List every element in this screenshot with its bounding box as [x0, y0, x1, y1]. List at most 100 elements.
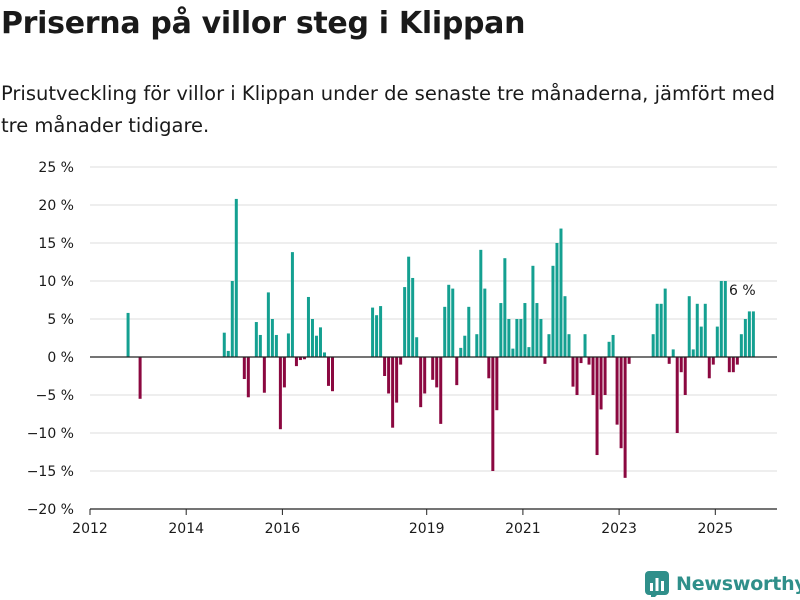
bar-positive: [318, 327, 322, 357]
bar-positive: [258, 334, 262, 357]
x-tick-label: 2021: [505, 521, 541, 537]
bar-negative: [395, 357, 399, 403]
y-tick-label: −15 %: [27, 464, 74, 480]
bar-positive: [519, 319, 523, 357]
bar-negative: [435, 357, 439, 388]
chart-subtitle: Prisutveckling för villor i Klippan unde…: [1, 82, 775, 137]
bar-positive: [611, 334, 615, 357]
bar-negative: [679, 357, 683, 373]
bar-negative: [138, 357, 142, 399]
bar-chart-logo-icon: [645, 571, 669, 597]
bar-positive: [703, 303, 707, 357]
bar-negative: [579, 357, 583, 364]
bar-negative: [603, 357, 607, 395]
bar-negative: [575, 357, 579, 395]
x-axis-tick-labels: 2012 2014 2016 2019 2021 2023 2025: [72, 509, 733, 537]
bar-positive: [687, 296, 691, 357]
bar-positive: [463, 335, 467, 357]
bar-negative: [707, 357, 711, 379]
bar-positive: [126, 312, 130, 357]
bar-positive: [375, 315, 379, 357]
bar-positive: [226, 350, 230, 357]
bar-positive: [314, 335, 318, 357]
bar-negative: [391, 357, 395, 428]
x-tick-label: 2014: [168, 521, 204, 537]
bar-negative: [242, 357, 246, 380]
bar-positive: [286, 333, 290, 357]
y-tick-label: 25 %: [38, 160, 74, 176]
bar-positive: [715, 326, 719, 357]
bar-positive: [483, 288, 487, 357]
bar-positive: [691, 349, 695, 357]
bar-positive: [747, 311, 751, 357]
bar-negative: [627, 357, 631, 364]
bar-positive: [555, 243, 559, 357]
bar-negative: [727, 357, 731, 373]
y-tick-label: 5 %: [47, 312, 74, 328]
bar-positive: [274, 334, 278, 357]
bar-positive: [535, 303, 539, 357]
bar-positive: [499, 303, 503, 357]
bar-negative: [735, 357, 739, 365]
bar-positive: [479, 249, 483, 357]
bar-negative: [667, 357, 671, 364]
x-tick-label: 2019: [409, 521, 445, 537]
bar-positive: [459, 347, 463, 357]
bar-positive: [659, 303, 663, 357]
bar-negative: [587, 357, 591, 365]
axes: [90, 356, 777, 510]
x-tick-label: 2016: [265, 521, 301, 537]
bar-positive: [723, 281, 727, 357]
bar-positive: [651, 334, 655, 357]
bar-positive: [411, 277, 415, 357]
bar-negative: [599, 357, 603, 410]
bar-positive: [306, 296, 310, 357]
bar-negative: [387, 357, 391, 394]
bar-negative: [731, 357, 735, 373]
bar-positive: [407, 256, 411, 357]
bar-negative: [278, 357, 282, 430]
bar-negative: [282, 357, 286, 388]
bar-positive: [607, 341, 611, 357]
bar-negative: [615, 357, 619, 425]
y-axis-tick-labels: 25 % 20 % 15 % 10 % 5 % 0 % −5 % −10 % −15 % −20 …: [27, 160, 74, 518]
bar-negative: [419, 357, 423, 408]
bar-positive: [443, 306, 447, 357]
bar-negative: [595, 357, 599, 456]
bar-negative: [383, 357, 387, 376]
logo-text: Newsworthy: [676, 573, 800, 595]
bar-positive: [743, 319, 747, 357]
bar-negative: [431, 357, 435, 380]
y-tick-label: −5 %: [36, 388, 74, 404]
bar-positive: [379, 306, 383, 357]
bar-positive: [511, 348, 515, 357]
bar-positive: [751, 311, 755, 357]
bar-negative: [439, 357, 443, 424]
y-tick-label: 15 %: [38, 236, 74, 252]
bar-positive: [222, 332, 226, 357]
bar-positive: [739, 334, 743, 357]
bar-positive: [234, 198, 238, 357]
y-tick-label: 10 %: [38, 274, 74, 290]
bar-negative: [326, 357, 330, 386]
y-tick-label: 20 %: [38, 198, 74, 214]
bar-negative: [302, 357, 306, 360]
bar-positive: [551, 265, 555, 357]
bar-positive: [254, 322, 258, 357]
bar-positive: [523, 303, 527, 357]
bar-positive: [531, 265, 535, 357]
newsworthy-logo: Newsworthy: [645, 570, 800, 598]
bar-negative: [487, 357, 491, 379]
bar-positive: [415, 337, 419, 357]
bar-negative: [623, 357, 627, 478]
y-tick-label: −20 %: [27, 502, 74, 518]
bar-negative: [591, 357, 595, 395]
bar-positive: [583, 334, 587, 357]
bar-negative: [711, 357, 715, 365]
y-tick-label: 0 %: [47, 350, 74, 366]
bar-positive: [527, 347, 531, 357]
bar-positive: [447, 284, 451, 357]
bar-positive: [663, 288, 667, 357]
bar-negative: [399, 357, 403, 365]
bar-positive: [230, 281, 234, 357]
